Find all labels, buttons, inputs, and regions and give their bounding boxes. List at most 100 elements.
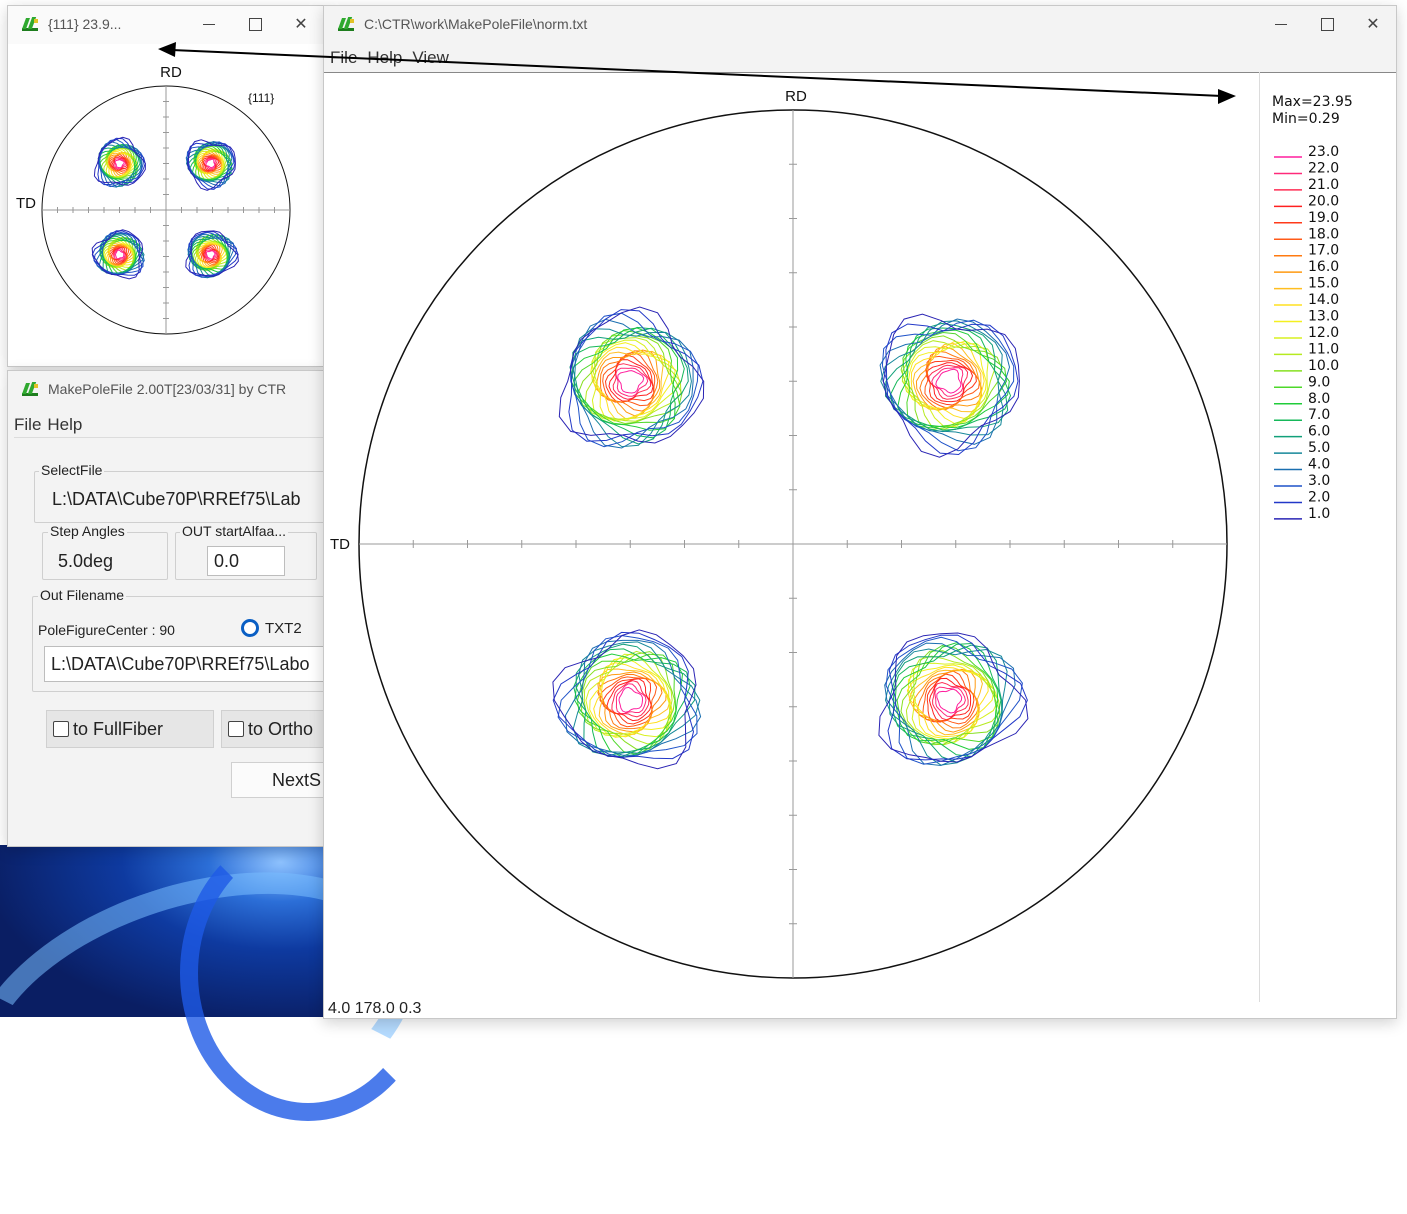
contour-line [185, 141, 231, 184]
contour-line [602, 351, 656, 407]
contour-line [572, 327, 689, 445]
title-bar[interactable]: {111} 23.9... ✕ [8, 6, 324, 42]
pole-spot [185, 139, 236, 191]
contour-line [114, 248, 126, 260]
legend-label: 11.0 [1308, 341, 1339, 357]
contour-line [885, 636, 1023, 765]
close-button[interactable]: ✕ [1350, 6, 1396, 42]
close-icon: ✕ [294, 16, 308, 33]
out-filename-input[interactable]: L:\DATA\Cube70P\RREf75\Labo [44, 646, 342, 682]
contour-line [896, 644, 999, 745]
out-start-label: OUT startAlfaa... [180, 523, 288, 539]
contour-line [103, 147, 138, 179]
contour-line [114, 249, 125, 260]
contour-line [198, 243, 222, 265]
contour-line [203, 246, 219, 263]
contour-line [611, 680, 650, 718]
desktop-wallpaper [0, 819, 454, 1214]
contour-line [186, 139, 236, 191]
legend-label: 17.0 [1308, 243, 1339, 259]
pole-spot [878, 632, 1029, 767]
pole-figure-center-text: PoleFigureCenter : 90 [38, 622, 175, 638]
menu-help[interactable]: Help [47, 415, 83, 434]
contour-line [615, 367, 649, 397]
minimize-icon [203, 23, 215, 25]
contour-line [884, 642, 1016, 767]
contour-line [93, 231, 144, 276]
contour-line [908, 662, 999, 743]
contour-line [570, 312, 699, 448]
legend-label: 7.0 [1308, 407, 1330, 423]
contour-line [109, 152, 129, 173]
contour-line [572, 641, 701, 754]
contour-line [189, 144, 233, 182]
menu-help[interactable]: Help [367, 48, 403, 67]
contour-line [100, 146, 139, 179]
contour-line [112, 247, 127, 262]
contour-line [585, 653, 671, 738]
contour-line [198, 150, 223, 175]
contour-line [110, 153, 129, 172]
next-button[interactable]: NextS [231, 762, 331, 798]
contour-line [112, 156, 128, 171]
contour-line [191, 144, 233, 181]
menu-file[interactable]: File [330, 48, 358, 67]
contour-line [103, 237, 135, 269]
legend-label: 22.0 [1308, 160, 1339, 176]
small-pole-figure-window[interactable]: {111} 23.9... ✕ RD TD {111} [7, 5, 325, 367]
select-file-label: SelectFile [39, 462, 105, 478]
contour-line [612, 363, 652, 400]
pole-spot [185, 230, 239, 279]
maximize-button[interactable] [232, 6, 278, 42]
contour-line [925, 362, 974, 403]
legend-label: 1.0 [1308, 506, 1330, 522]
ortho-label: to Ortho [248, 718, 314, 739]
title-bar[interactable]: C:\CTR\work\MakePoleFile\norm.txt ✕ [324, 6, 1396, 42]
small-plane-label: {111} [248, 91, 274, 105]
minimize-button[interactable] [1258, 6, 1304, 42]
fullfiber-checkbox[interactable]: to FullFiber [46, 710, 214, 748]
title-bar[interactable]: MakePoleFile 2.00T[23/03/31] by CTR [8, 371, 324, 407]
contour-line [552, 629, 697, 770]
legend-label: 21.0 [1308, 177, 1339, 193]
status-readout: 4.0 178.0 0.3 [328, 1000, 422, 1017]
menu-view[interactable]: View [412, 48, 449, 67]
maximize-button[interactable] [1304, 6, 1350, 42]
makepolefile-window[interactable]: MakePoleFile 2.00T[23/03/31] by CTR File… [7, 370, 342, 847]
main-pole-figure-window[interactable]: C:\CTR\work\MakePoleFile\norm.txt ✕ File… [323, 5, 1397, 1019]
select-file-path[interactable]: L:\DATA\Cube70P\RREf75\Lab [52, 488, 301, 509]
contour-line [926, 673, 975, 723]
contour-line [912, 343, 982, 413]
window-title: C:\CTR\work\MakePoleFile\norm.txt [364, 16, 588, 32]
out-start-input[interactable]: 0.0 [207, 546, 285, 576]
fullfiber-label: to FullFiber [73, 718, 164, 739]
contour-line [916, 669, 980, 729]
small-pole-figure: RD TD {111} [16, 64, 291, 335]
legend-label: 5.0 [1308, 440, 1330, 456]
contour-legend: 23.022.021.020.019.018.017.016.015.014.0… [1274, 144, 1339, 522]
main-pole-figure: RD TD Max=23.95 Min=0.29 23.022.021.020.… [328, 88, 1353, 1017]
radio-txt2-label: TXT2 [265, 619, 302, 637]
contour-line [919, 350, 983, 411]
contour-line [568, 309, 704, 442]
ortho-checkbox[interactable]: to Ortho [221, 710, 333, 748]
legend-label: 10.0 [1308, 358, 1339, 374]
contour-line [199, 152, 223, 175]
close-button[interactable]: ✕ [278, 6, 324, 42]
menu-file[interactable]: File [14, 415, 42, 434]
contour-line [197, 149, 223, 175]
contour-line [615, 683, 647, 715]
contour-line [558, 306, 705, 444]
legend-min: Min=0.29 [1272, 111, 1340, 127]
contour-line [93, 136, 146, 186]
radio-txt2[interactable]: TXT2 [241, 619, 302, 637]
minimize-button[interactable] [186, 6, 232, 42]
contour-line [880, 320, 1004, 436]
contour-line [902, 331, 1008, 429]
contour-line [104, 239, 135, 269]
contour-line [897, 329, 1010, 429]
window-title: MakePoleFile 2.00T[23/03/31] by CTR [48, 381, 287, 397]
step-angles-value[interactable]: 5.0deg [58, 550, 114, 571]
contour-line [202, 244, 220, 263]
contour-line [589, 657, 673, 738]
